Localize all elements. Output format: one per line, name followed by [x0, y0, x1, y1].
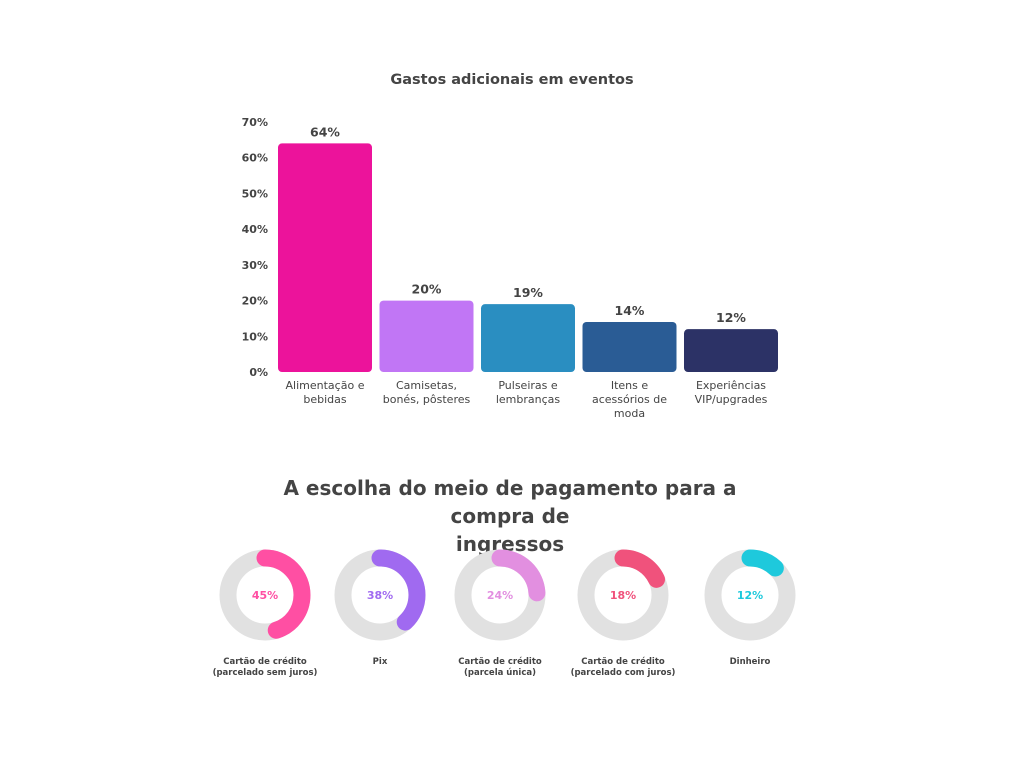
bar-chart-title: Gastos adicionais em eventos [390, 72, 633, 88]
donut-value-label: 12% [737, 589, 763, 602]
y-tick-label: 70% [242, 116, 268, 129]
donut-slice [219, 549, 311, 641]
x-tick-label: Itens e acessórios de moda [592, 379, 667, 420]
y-tick-label: 50% [242, 187, 268, 200]
donut-row: 45% Cartão de crédito (parcelado sem juro… [0, 545, 1024, 695]
bar-value-label: 14% [615, 303, 645, 318]
bar [278, 143, 372, 372]
y-tick-label: 0% [249, 366, 268, 379]
donut-chart: 38% Pix [310, 545, 450, 668]
donut-slice [704, 549, 796, 641]
bar [582, 322, 677, 372]
donut-slice [577, 549, 669, 641]
donut-category-label: Cartão de crédito (parcelado sem juros) [212, 657, 318, 678]
donut-chart: 18% Cartão de crédito (parcelado com juro… [553, 545, 693, 679]
y-tick-label: 60% [242, 152, 268, 165]
donut-chart: 24% Cartão de crédito (parcela única) [430, 545, 570, 679]
x-tick-label: Experiências VIP/upgrades [695, 379, 768, 406]
y-tick-label: 20% [242, 295, 268, 308]
donut-slice [454, 549, 546, 641]
bar-value-label: 20% [412, 282, 442, 297]
bar-value-label: 12% [716, 310, 746, 325]
bar [481, 304, 575, 372]
donut-value-label: 38% [367, 589, 393, 602]
donut-value-label: 24% [487, 589, 513, 602]
bar-value-label: 64% [310, 124, 340, 139]
donut-chart: 45% Cartão de crédito (parcelado sem juro… [195, 545, 335, 679]
x-tick-label: Pulseiras e lembranças [496, 379, 561, 406]
donut-slice [334, 549, 426, 641]
y-tick-label: 10% [242, 330, 268, 343]
x-tick-label: Alimentação e bebidas [286, 379, 365, 406]
donut-chart: 12% Dinheiro [680, 545, 820, 668]
donut-category-label: Pix [372, 657, 388, 667]
bar [684, 329, 778, 372]
donut-section-title: A escolha do meio de pagamento para a co… [283, 476, 737, 556]
donut-value-label: 18% [610, 589, 636, 602]
bar-series: 64% Alimentação e bebidas 20% Camisetas, boné… [278, 124, 778, 420]
y-axis: 0% 10% 20% 30% 40% 50% 60% 70% [242, 116, 268, 379]
x-tick-label: Camisetas, bonés, pôsteres [383, 379, 471, 406]
bar [379, 300, 474, 372]
donut-value-label: 45% [252, 589, 278, 602]
donut-category-label: Cartão de crédito (parcelado com juros) [570, 657, 676, 678]
donut-category-label: Dinheiro [729, 657, 771, 667]
y-tick-label: 30% [242, 259, 268, 272]
bar-value-label: 19% [513, 285, 543, 300]
bar-chart: Gastos adicionais em eventos 0% 10% 20% 30%… [242, 72, 778, 420]
y-tick-label: 40% [242, 223, 268, 236]
donut-category-label: Cartão de crédito (parcela única) [458, 657, 542, 678]
